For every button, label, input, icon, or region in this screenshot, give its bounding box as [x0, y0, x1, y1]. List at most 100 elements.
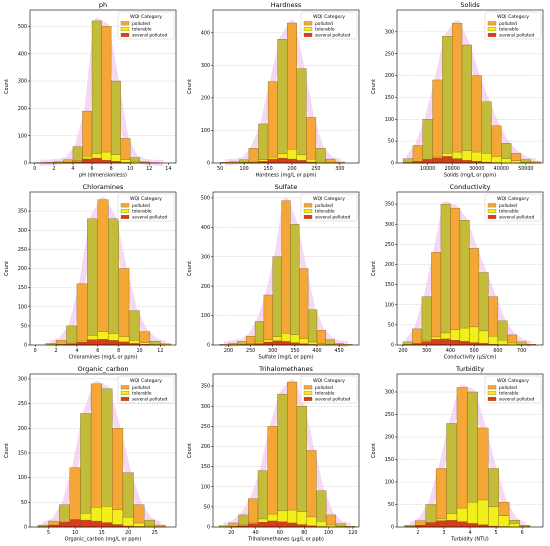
y-tick-label: 50: [21, 500, 27, 506]
x-tick-label: 6: [90, 166, 93, 172]
legend-entry: tolerable: [499, 391, 519, 397]
legend-title: WQI Category: [130, 378, 162, 384]
x-tick-label: 600: [493, 348, 502, 354]
bar-several-polluted: [264, 341, 274, 346]
legend-swatch: [487, 391, 496, 396]
y-axis-label: Count: [371, 443, 377, 458]
chart-panel-chloramines: Chloramines 0 50 100 150 200 250 300 350 0 2 4 6 8 10 1…: [0, 182, 183, 364]
bar-polluted: [101, 26, 112, 164]
bar-polluted: [80, 413, 92, 528]
x-tick-label: 30000: [469, 166, 484, 172]
y-tick-label: 100: [18, 304, 27, 310]
y-tick-label: 0: [391, 343, 394, 349]
y-tick-label: 150: [385, 457, 394, 463]
bar-polluted: [69, 467, 81, 528]
bar-polluted: [287, 22, 298, 164]
x-tick-label: 450: [335, 348, 344, 354]
x-tick-label: 250: [312, 166, 321, 172]
y-tick-label: 250: [385, 412, 394, 418]
bar-several-polluted: [112, 524, 124, 528]
y-tick-label: 300: [201, 63, 210, 69]
legend-entry: polluted: [499, 385, 517, 391]
axes-frame: [29, 373, 177, 528]
bar-polluted: [87, 218, 98, 346]
bar-polluted: [446, 423, 457, 528]
x-tick-label: 20: [125, 530, 131, 536]
legend-swatch: [120, 203, 130, 208]
x-tick-label: 50000: [518, 166, 533, 172]
legend-entry: tolerable: [499, 27, 519, 33]
bar-several-polluted: [277, 521, 288, 528]
legend-entry: several polluted: [132, 396, 168, 402]
legend-entry: tolerable: [132, 27, 152, 33]
bar-polluted: [290, 224, 300, 346]
bar-several-polluted: [287, 158, 298, 164]
x-axis-label: Solids (mg/L or ppm): [444, 173, 496, 179]
bar-several-polluted: [272, 340, 283, 346]
legend-entry: polluted: [132, 21, 150, 27]
x-tick-label: 15: [99, 530, 105, 536]
chart-title: Solids: [460, 1, 480, 9]
x-tick-label: 6: [520, 530, 523, 536]
bar-several-polluted: [468, 342, 479, 346]
bar-polluted: [255, 321, 265, 346]
bar-several-polluted: [101, 522, 113, 528]
bar-several-polluted: [421, 341, 432, 346]
chart-svg: Sulfate 0 100 200 300 400 500 200 250 300 350 400 45…: [187, 183, 360, 361]
chart-panel-turbidity: Turbidity 0 50 100 150 200 250 300 2 3 4 5 6 Turbidit…: [367, 364, 550, 546]
bar-polluted: [449, 207, 460, 346]
bar-several-polluted: [466, 523, 478, 528]
bar-polluted: [422, 119, 433, 164]
y-tick-label: 100: [385, 117, 394, 123]
bar-tolerable: [487, 335, 498, 346]
x-tick-label: 300: [422, 348, 431, 354]
y-tick-label: 500: [18, 24, 27, 30]
bar-polluted: [272, 256, 283, 346]
bar-polluted: [277, 39, 288, 164]
legend-box: [484, 193, 541, 222]
legend-swatch: [120, 27, 130, 32]
y-tick-label: 200: [18, 426, 27, 432]
bar-several-polluted: [118, 341, 130, 346]
bar-polluted: [90, 383, 102, 528]
legend-entry: several polluted: [315, 396, 351, 402]
legend-entry: polluted: [499, 21, 517, 27]
legend-swatch: [120, 214, 130, 219]
y-tick-label: 200: [385, 73, 394, 79]
x-tick-label: 200: [288, 166, 297, 172]
y-axis-label: Count: [4, 443, 10, 458]
legend-entry: several polluted: [499, 32, 535, 38]
legend-swatch: [304, 27, 313, 32]
legend-title: WQI Category: [497, 378, 529, 384]
bar-polluted: [248, 498, 259, 528]
y-tick-label: 0: [207, 161, 210, 167]
chart-panel-conductivity: Conductivity 0 50 100 150 200 250 300 350 200 300 4…: [367, 182, 550, 364]
bar-several-polluted: [451, 158, 462, 164]
y-tick-label: 250: [18, 401, 27, 407]
bar-several-polluted: [459, 341, 470, 346]
bar-several-polluted: [69, 519, 81, 528]
x-tick-label: 4: [75, 348, 78, 354]
bar-several-polluted: [87, 339, 98, 346]
bar-several-polluted: [248, 523, 259, 528]
x-tick-label: 250: [246, 348, 255, 354]
axes-frame: [213, 191, 360, 346]
bar-tolerable: [326, 524, 337, 528]
legend-entry: polluted: [315, 203, 333, 209]
bar-several-polluted: [91, 157, 102, 164]
y-tick-label: 150: [385, 95, 394, 101]
bar-polluted: [299, 268, 309, 346]
legend-entry: several polluted: [499, 396, 535, 402]
axes-frame: [396, 191, 543, 346]
y-tick-label: 250: [385, 242, 394, 248]
bar-several-polluted: [59, 521, 70, 528]
bar-several-polluted: [76, 341, 88, 346]
y-tick-label: 50: [388, 322, 394, 328]
bar-several-polluted: [446, 520, 457, 528]
bar-polluted: [441, 36, 453, 164]
legend-swatch: [304, 21, 313, 26]
